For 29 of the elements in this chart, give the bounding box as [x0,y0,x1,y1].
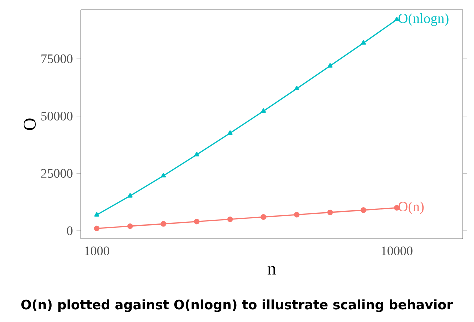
point [228,216,234,222]
point [361,40,366,45]
point [294,86,300,91]
y-tick-label: 25000 [41,169,73,178]
series-label: O(nlogn) [398,14,449,26]
y-tick-label: 50000 [42,112,73,121]
point [294,212,300,218]
y-axis-title: O [24,118,36,130]
point [160,221,166,227]
series-label: O(n) [398,202,424,214]
x-tick-label: 10000 [382,246,413,256]
point [194,152,200,157]
x-axis-title: n [268,266,276,275]
point [360,208,366,214]
point [260,214,266,220]
point [261,108,266,114]
point [161,173,166,178]
point [194,219,200,225]
point [328,63,333,68]
x-tick-label: 1000 [85,246,110,256]
y-tick-label: 75000 [42,54,73,64]
point [328,210,334,216]
y-tick-label: 0 [67,226,73,236]
point [228,130,233,136]
point [94,212,100,217]
point [128,193,133,198]
point [94,226,100,232]
text: O(n) plotted against O(nlogn) to illustrate scaling behavior [22,300,454,312]
point [128,224,134,230]
